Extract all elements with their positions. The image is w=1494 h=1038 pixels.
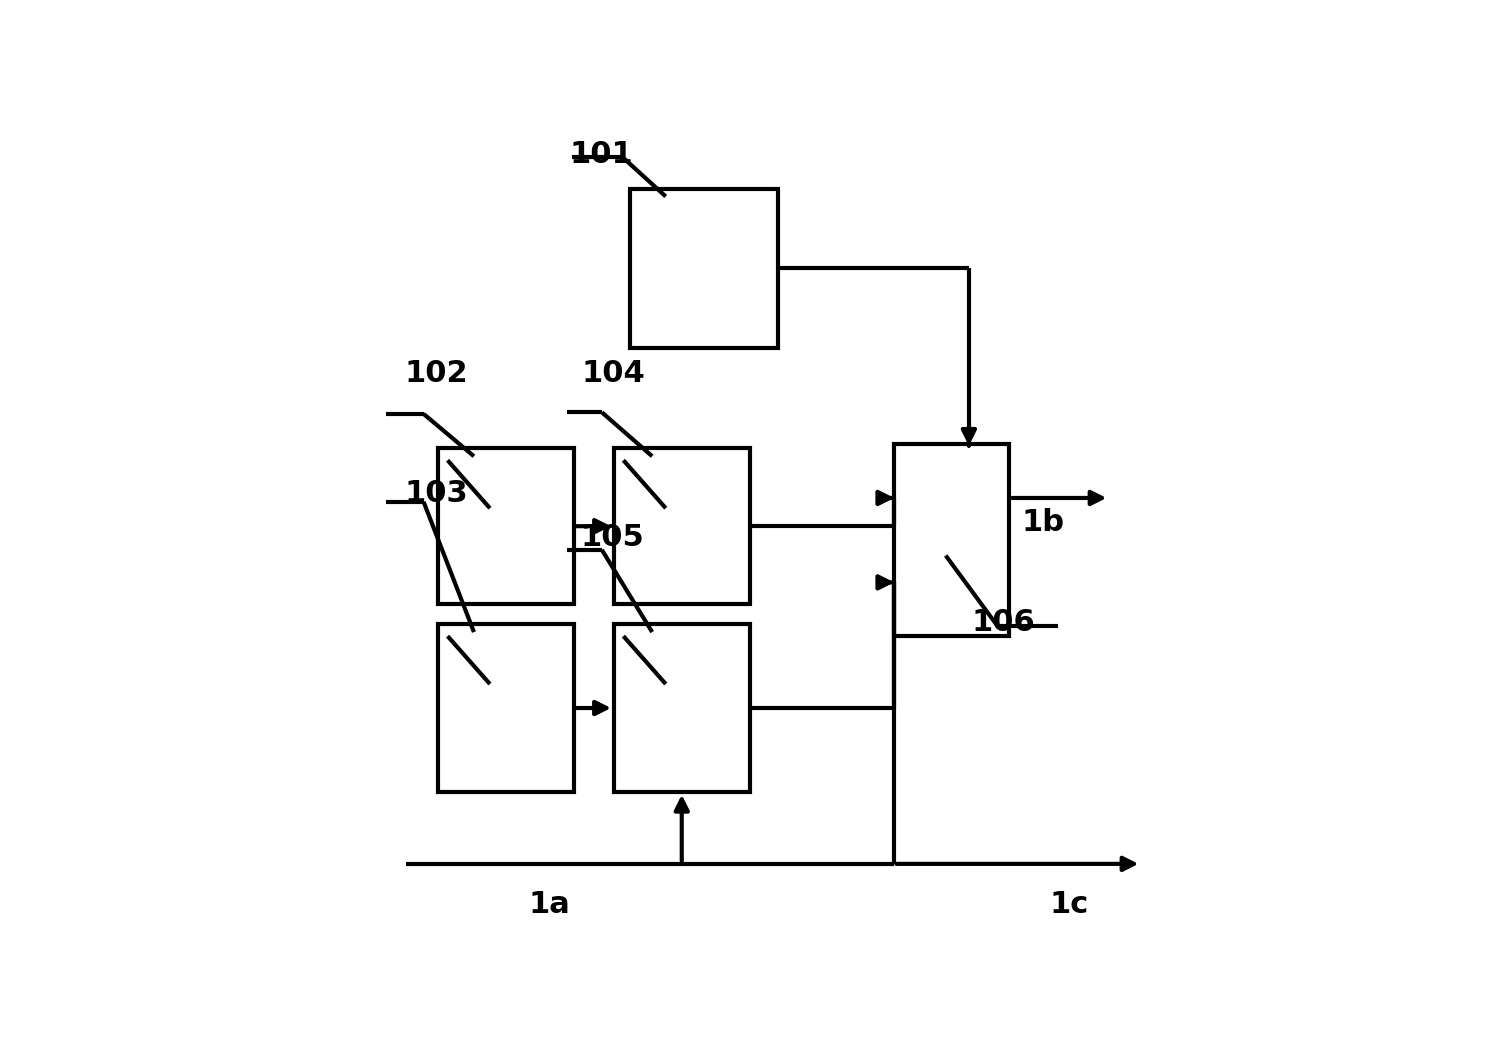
Bar (893, 444, 1010, 636)
Text: 1b: 1b (1022, 508, 1064, 537)
Text: 102: 102 (405, 359, 468, 388)
Text: 106: 106 (973, 608, 1035, 637)
Bar (614, 624, 750, 792)
Bar (630, 189, 778, 349)
Text: 105: 105 (580, 523, 644, 552)
Text: 104: 104 (581, 359, 645, 388)
Text: 1c: 1c (1050, 891, 1089, 920)
Text: 101: 101 (569, 139, 633, 168)
Bar (438, 448, 574, 604)
Text: 103: 103 (405, 480, 468, 509)
Bar (614, 448, 750, 604)
Text: 1a: 1a (529, 891, 571, 920)
Bar (438, 624, 574, 792)
